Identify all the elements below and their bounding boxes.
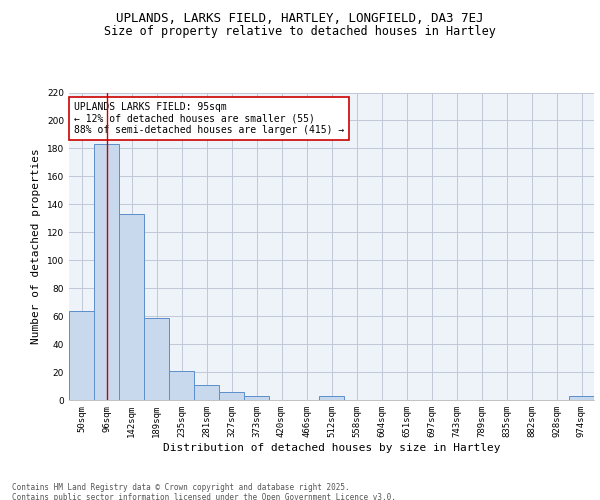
- Bar: [169, 370, 194, 400]
- Bar: [244, 396, 269, 400]
- Y-axis label: Number of detached properties: Number of detached properties: [31, 148, 41, 344]
- Bar: [194, 384, 219, 400]
- Text: Contains HM Land Registry data © Crown copyright and database right 2025.
Contai: Contains HM Land Registry data © Crown c…: [12, 482, 396, 500]
- Bar: [219, 392, 244, 400]
- Bar: [119, 214, 144, 400]
- Bar: [94, 144, 119, 400]
- Bar: [319, 396, 344, 400]
- Bar: [69, 310, 94, 400]
- Text: UPLANDS LARKS FIELD: 95sqm
← 12% of detached houses are smaller (55)
88% of semi: UPLANDS LARKS FIELD: 95sqm ← 12% of deta…: [74, 102, 344, 135]
- X-axis label: Distribution of detached houses by size in Hartley: Distribution of detached houses by size …: [163, 442, 500, 452]
- Bar: [569, 396, 594, 400]
- Bar: [144, 318, 169, 400]
- Text: Size of property relative to detached houses in Hartley: Size of property relative to detached ho…: [104, 25, 496, 38]
- Text: UPLANDS, LARKS FIELD, HARTLEY, LONGFIELD, DA3 7EJ: UPLANDS, LARKS FIELD, HARTLEY, LONGFIELD…: [116, 12, 484, 26]
